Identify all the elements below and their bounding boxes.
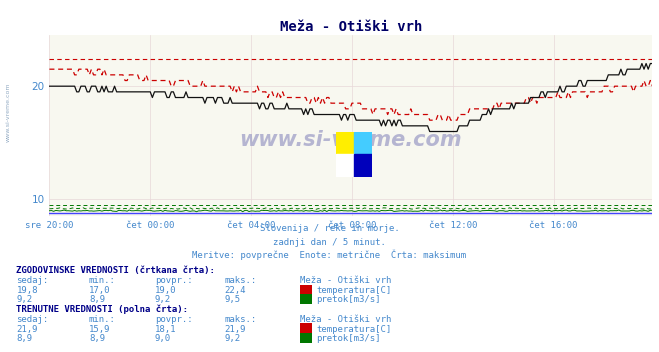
Text: TRENUTNE VREDNOSTI (polna črta):: TRENUTNE VREDNOSTI (polna črta): [16, 305, 188, 314]
Text: temperatura[C]: temperatura[C] [316, 286, 391, 295]
Bar [354, 132, 372, 154]
Text: Meritve: povprečne  Enote: metrične  Črta: maksimum: Meritve: povprečne Enote: metrične Črta:… [192, 249, 467, 260]
Text: 19,8: 19,8 [16, 286, 38, 295]
Text: povpr.:: povpr.: [155, 315, 192, 324]
Text: maks.:: maks.: [224, 276, 256, 285]
Text: Slovenija / reke in morje.: Slovenija / reke in morje. [260, 224, 399, 233]
Text: Meža - Otiški vrh: Meža - Otiški vrh [300, 315, 391, 324]
Text: 21,9: 21,9 [16, 325, 38, 334]
Text: sedaj:: sedaj: [16, 276, 49, 285]
Bar [336, 132, 354, 154]
Text: www.si-vreme.com: www.si-vreme.com [5, 83, 11, 143]
Text: sedaj:: sedaj: [16, 315, 49, 324]
Bar [354, 154, 372, 177]
Text: 17,0: 17,0 [89, 286, 111, 295]
Text: min.:: min.: [89, 276, 116, 285]
Text: 15,9: 15,9 [89, 325, 111, 334]
Text: maks.:: maks.: [224, 315, 256, 324]
Text: zadnji dan / 5 minut.: zadnji dan / 5 minut. [273, 238, 386, 247]
Text: Meža - Otiški vrh: Meža - Otiški vrh [300, 276, 391, 285]
Text: pretok[m3/s]: pretok[m3/s] [316, 295, 381, 304]
Bar [336, 154, 354, 177]
Text: 9,0: 9,0 [155, 334, 171, 344]
Text: 9,5: 9,5 [224, 295, 240, 304]
Text: pretok[m3/s]: pretok[m3/s] [316, 334, 381, 344]
Text: 19,0: 19,0 [155, 286, 177, 295]
Text: 8,9: 8,9 [89, 295, 105, 304]
Text: temperatura[C]: temperatura[C] [316, 325, 391, 334]
Title: Meža - Otiški vrh: Meža - Otiški vrh [279, 20, 422, 34]
Text: 21,9: 21,9 [224, 325, 246, 334]
Text: min.:: min.: [89, 315, 116, 324]
Text: povpr.:: povpr.: [155, 276, 192, 285]
Text: www.si-vreme.com: www.si-vreme.com [240, 130, 462, 150]
Text: 9,2: 9,2 [155, 295, 171, 304]
Text: 8,9: 8,9 [16, 334, 32, 344]
Text: 9,2: 9,2 [224, 334, 240, 344]
Text: ZGODOVINSKE VREDNOSTI (črtkana črta):: ZGODOVINSKE VREDNOSTI (črtkana črta): [16, 266, 215, 275]
Text: 18,1: 18,1 [155, 325, 177, 334]
Text: 8,9: 8,9 [89, 334, 105, 344]
Text: 9,2: 9,2 [16, 295, 32, 304]
Text: 22,4: 22,4 [224, 286, 246, 295]
